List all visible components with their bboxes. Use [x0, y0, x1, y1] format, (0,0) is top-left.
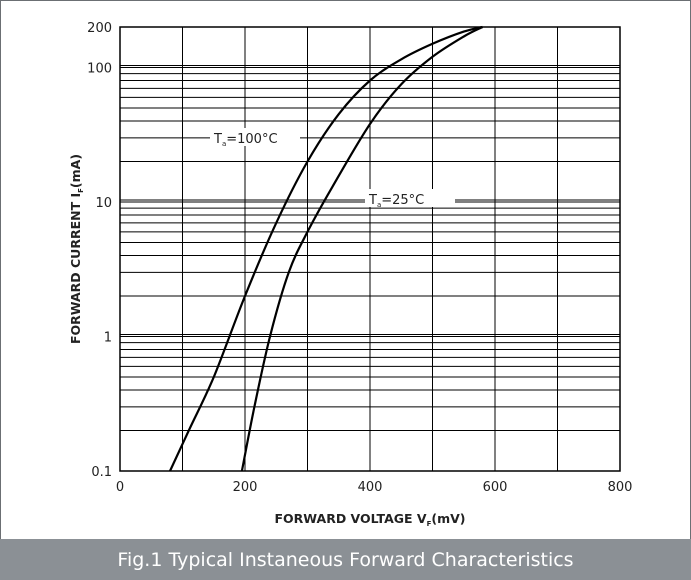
y-tick-label: 100 [87, 61, 112, 76]
series-label-bg [210, 128, 300, 146]
x-axis-label: FORWARD VOLTAGE VF(mV) [275, 511, 466, 528]
axis-layer: 0 200 400 600 800 0.1 1 10 100 200 [87, 21, 632, 495]
series-label: Ta=25°C [368, 193, 424, 209]
x-tick-label: 400 [358, 480, 383, 495]
grid-layer [119, 26, 621, 472]
y-tick-label: 0.1 [91, 465, 112, 480]
label-layer: FORWARD VOLTAGE VF(mV) FORWARD CURRENT IF… [68, 128, 466, 528]
x-tick-label: 800 [608, 480, 633, 495]
forward-characteristics-chart: 0 200 400 600 800 0.1 1 10 100 200 FORWARD VOLTAG… [68, 21, 632, 528]
y-axis-label: FORWARD CURRENT IF(mA) [68, 154, 85, 344]
series-line-ta-25c [240, 26, 484, 472]
series-label-bg [365, 189, 455, 207]
y-axis-label-group: FORWARD CURRENT IF(mA) [68, 154, 85, 344]
y-tick-label: 10 [95, 196, 112, 211]
y-tick-label: 200 [87, 21, 112, 36]
x-tick-label: 0 [116, 480, 124, 495]
series-line-ta-100c [169, 25, 483, 472]
series-label: Ta=100°C [213, 132, 278, 148]
x-tick-label: 600 [483, 480, 508, 495]
y-tick-label: 1 [104, 330, 112, 345]
series-layer [169, 25, 484, 472]
plot-border [119, 26, 621, 472]
figure-caption: Fig.1 Typical Instaneous Forward Charact… [0, 539, 691, 580]
x-tick-label: 200 [233, 480, 258, 495]
